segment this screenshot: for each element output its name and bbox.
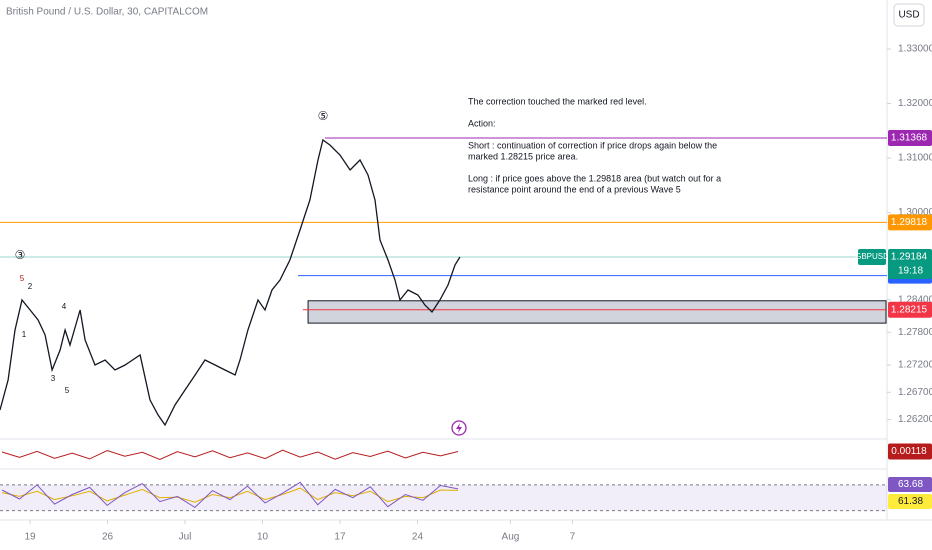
level-label: 1.31368 [891, 133, 928, 144]
last-price-label: 1.29184 [891, 252, 928, 263]
oscillator-line [1, 449, 459, 461]
note-line: resistance point around the end of a pre… [468, 184, 681, 194]
rsi-signal-tag [888, 494, 932, 509]
wave-label: 4 [62, 302, 67, 311]
currency[interactable]: USD [898, 10, 919, 21]
y-tick-label: 1.26200 [898, 414, 932, 425]
countdown: 19:18 [898, 266, 923, 277]
wave-label: ③ [15, 248, 26, 262]
x-tick-label: 17 [334, 532, 346, 543]
y-tick-label: 1.27200 [898, 360, 932, 371]
x-tick-label: 24 [412, 532, 424, 543]
level-tag [888, 129, 932, 146]
oscillator-tag [888, 443, 932, 460]
wave-label: ⑤ [318, 109, 329, 123]
x-tick-label: 26 [102, 532, 114, 543]
price-line [0, 138, 461, 427]
rsi-signal-line [1, 487, 459, 503]
chart-title: British Pound / U.S. Dollar, 30, CAPITAL… [6, 7, 208, 18]
note-line: Action: [468, 118, 496, 128]
rsi-label: 63.68 [898, 479, 923, 490]
y-tick-label: 1.27800 [898, 327, 932, 338]
currency-button[interactable] [893, 3, 925, 27]
x-tick-label: 7 [570, 532, 576, 543]
level-label: 1.29818 [891, 217, 928, 228]
wave-label: 5 [65, 386, 70, 395]
rsi-signal-label: 61.38 [898, 496, 923, 507]
y-tick-label: 1.28400 [898, 294, 932, 305]
symbol-tag [858, 248, 886, 265]
wave-labels: ⑤ ③ 5 2 4 3 5 1 [15, 109, 329, 395]
alert-icon[interactable] [451, 420, 467, 436]
note-line: Short : continuation of correction if pr… [468, 140, 717, 150]
y-tick-label: 1.26700 [898, 387, 932, 398]
note-line: marked 1.28215 price area. [468, 151, 578, 161]
wave-label: 2 [28, 282, 33, 291]
y-tick-label: 1.33000 [898, 44, 932, 55]
rsi-tag [888, 477, 932, 492]
level-tag [888, 301, 932, 318]
note-line: The correction touched the marked red le… [468, 96, 647, 106]
y-tick-label: 1.32000 [898, 98, 932, 109]
x-tick-label: 19 [25, 532, 37, 543]
rsi-line [1, 481, 459, 509]
price-axis: 1.33000 1.32000 1.31000 1.30000 1.28400 1.278… [25, 44, 932, 543]
level-label: 1.28215 [891, 304, 928, 315]
wave-label: 1 [22, 330, 27, 339]
x-tick-label: Aug [502, 532, 520, 543]
y-tick-label: 1.31000 [898, 153, 932, 164]
note-line: Long : if price goes above the 1.29818 a… [468, 173, 721, 183]
y-tick-label: 1.30000 [898, 207, 932, 218]
symbol-label: GBPUSD [855, 252, 889, 261]
x-tick-label: 10 [257, 532, 269, 543]
x-tick-label: Jul [179, 532, 192, 543]
level-tag [888, 214, 932, 231]
last-price-tag [888, 248, 932, 279]
oscillator-label: 0.00118 [891, 446, 927, 457]
wave-label: 3 [51, 374, 56, 383]
zone [307, 300, 887, 324]
wave-label: 5 [20, 274, 25, 283]
